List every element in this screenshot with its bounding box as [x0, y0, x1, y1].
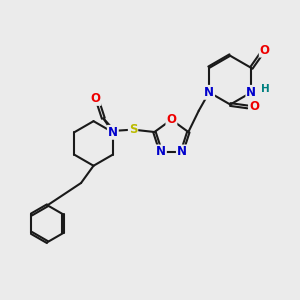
Text: N: N: [177, 146, 187, 158]
Text: O: O: [260, 44, 270, 57]
Text: N: N: [246, 86, 256, 99]
Text: O: O: [167, 113, 176, 126]
Text: N: N: [204, 86, 214, 99]
Text: S: S: [129, 123, 137, 136]
Text: N: N: [156, 146, 166, 158]
Text: H: H: [261, 84, 270, 94]
Text: O: O: [91, 92, 100, 105]
Text: O: O: [249, 100, 259, 113]
Text: N: N: [108, 126, 118, 139]
